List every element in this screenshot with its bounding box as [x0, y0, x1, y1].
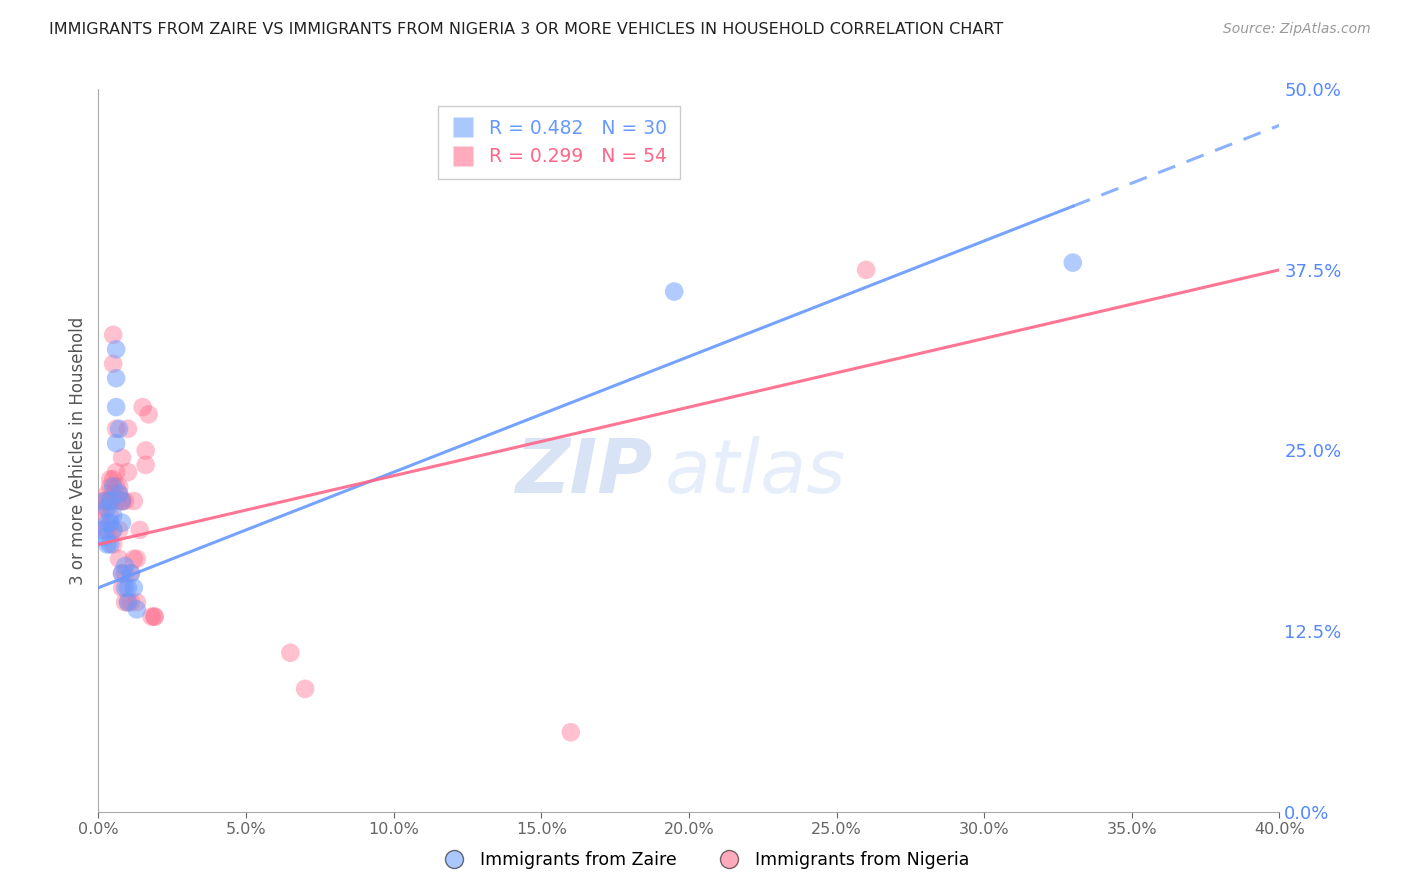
- Immigrants from Nigeria: [141, 609, 163, 624]
- Immigrants from Zaire: [98, 537, 121, 551]
- Immigrants from Nigeria: [132, 400, 155, 414]
- Immigrants from Nigeria: [103, 537, 125, 551]
- Immigrants from Nigeria: [108, 551, 131, 566]
- Immigrants from Zaire: [1062, 255, 1084, 269]
- Immigrants from Nigeria: [111, 494, 134, 508]
- Immigrants from Zaire: [105, 371, 128, 385]
- Immigrants from Nigeria: [117, 465, 139, 479]
- Immigrants from Zaire: [98, 494, 121, 508]
- Immigrants from Zaire: [98, 516, 121, 530]
- Immigrants from Nigeria: [111, 494, 134, 508]
- Immigrants from Zaire: [96, 501, 118, 516]
- Immigrants from Nigeria: [120, 595, 142, 609]
- Immigrants from Zaire: [114, 559, 136, 574]
- Immigrants from Nigeria: [855, 262, 877, 277]
- Immigrants from Zaire: [111, 494, 134, 508]
- Immigrants from Nigeria: [111, 566, 134, 581]
- Legend: R = 0.482   N = 30, R = 0.299   N = 54: R = 0.482 N = 30, R = 0.299 N = 54: [439, 106, 681, 179]
- Immigrants from Nigeria: [122, 494, 145, 508]
- Immigrants from Nigeria: [143, 609, 166, 624]
- Immigrants from Nigeria: [143, 609, 166, 624]
- Immigrants from Nigeria: [96, 487, 118, 501]
- Immigrants from Zaire: [105, 400, 128, 414]
- Immigrants from Zaire: [114, 581, 136, 595]
- Immigrants from Nigeria: [117, 422, 139, 436]
- Immigrants from Zaire: [108, 487, 131, 501]
- Immigrants from Zaire: [117, 581, 139, 595]
- Immigrants from Nigeria: [111, 581, 134, 595]
- Immigrants from Zaire: [664, 285, 686, 299]
- Immigrants from Nigeria: [117, 595, 139, 609]
- Immigrants from Zaire: [93, 494, 115, 508]
- Immigrants from Zaire: [90, 523, 112, 537]
- Immigrants from Nigeria: [96, 494, 118, 508]
- Immigrants from Nigeria: [93, 494, 115, 508]
- Immigrants from Nigeria: [105, 480, 128, 494]
- Immigrants from Zaire: [111, 516, 134, 530]
- Immigrants from Nigeria: [98, 472, 121, 486]
- Legend: Immigrants from Zaire, Immigrants from Nigeria: Immigrants from Zaire, Immigrants from N…: [430, 845, 976, 876]
- Immigrants from Nigeria: [96, 523, 118, 537]
- Immigrants from Nigeria: [108, 480, 131, 494]
- Immigrants from Zaire: [108, 422, 131, 436]
- Immigrants from Nigeria: [120, 566, 142, 581]
- Immigrants from Nigeria: [98, 494, 121, 508]
- Immigrants from Zaire: [96, 516, 118, 530]
- Immigrants from Zaire: [103, 508, 125, 523]
- Immigrants from Nigeria: [98, 480, 121, 494]
- Immigrants from Nigeria: [138, 407, 160, 421]
- Immigrants from Zaire: [117, 595, 139, 609]
- Immigrants from Nigeria: [125, 551, 148, 566]
- Immigrants from Nigeria: [93, 501, 115, 516]
- Immigrants from Nigeria: [280, 646, 302, 660]
- Text: IMMIGRANTS FROM ZAIRE VS IMMIGRANTS FROM NIGERIA 3 OR MORE VEHICLES IN HOUSEHOLD: IMMIGRANTS FROM ZAIRE VS IMMIGRANTS FROM…: [49, 22, 1004, 37]
- Immigrants from Nigeria: [103, 487, 125, 501]
- Text: ZIP: ZIP: [516, 435, 654, 508]
- Immigrants from Nigeria: [103, 523, 125, 537]
- Immigrants from Zaire: [122, 581, 145, 595]
- Immigrants from Zaire: [125, 602, 148, 616]
- Immigrants from Nigeria: [108, 487, 131, 501]
- Immigrants from Nigeria: [108, 523, 131, 537]
- Immigrants from Zaire: [96, 537, 118, 551]
- Immigrants from Nigeria: [128, 523, 150, 537]
- Immigrants from Nigeria: [135, 443, 157, 458]
- Immigrants from Zaire: [103, 480, 125, 494]
- Immigrants from Nigeria: [111, 450, 134, 465]
- Immigrants from Nigeria: [122, 551, 145, 566]
- Text: Source: ZipAtlas.com: Source: ZipAtlas.com: [1223, 22, 1371, 37]
- Immigrants from Nigeria: [114, 566, 136, 581]
- Immigrants from Nigeria: [103, 472, 125, 486]
- Immigrants from Nigeria: [114, 494, 136, 508]
- Y-axis label: 3 or more Vehicles in Household: 3 or more Vehicles in Household: [69, 317, 87, 584]
- Immigrants from Nigeria: [125, 595, 148, 609]
- Text: atlas: atlas: [665, 436, 846, 508]
- Immigrants from Zaire: [105, 436, 128, 450]
- Immigrants from Zaire: [93, 530, 115, 544]
- Immigrants from Nigeria: [103, 327, 125, 342]
- Immigrants from Nigeria: [114, 595, 136, 609]
- Immigrants from Nigeria: [103, 357, 125, 371]
- Immigrants from Zaire: [105, 343, 128, 357]
- Immigrants from Nigeria: [294, 681, 316, 696]
- Immigrants from Zaire: [103, 523, 125, 537]
- Immigrants from Nigeria: [98, 508, 121, 523]
- Immigrants from Nigeria: [135, 458, 157, 472]
- Immigrants from Nigeria: [105, 422, 128, 436]
- Immigrants from Nigeria: [90, 508, 112, 523]
- Immigrants from Nigeria: [105, 494, 128, 508]
- Immigrants from Nigeria: [93, 523, 115, 537]
- Immigrants from Nigeria: [560, 725, 582, 739]
- Immigrants from Zaire: [120, 566, 142, 581]
- Immigrants from Zaire: [111, 566, 134, 581]
- Immigrants from Nigeria: [105, 465, 128, 479]
